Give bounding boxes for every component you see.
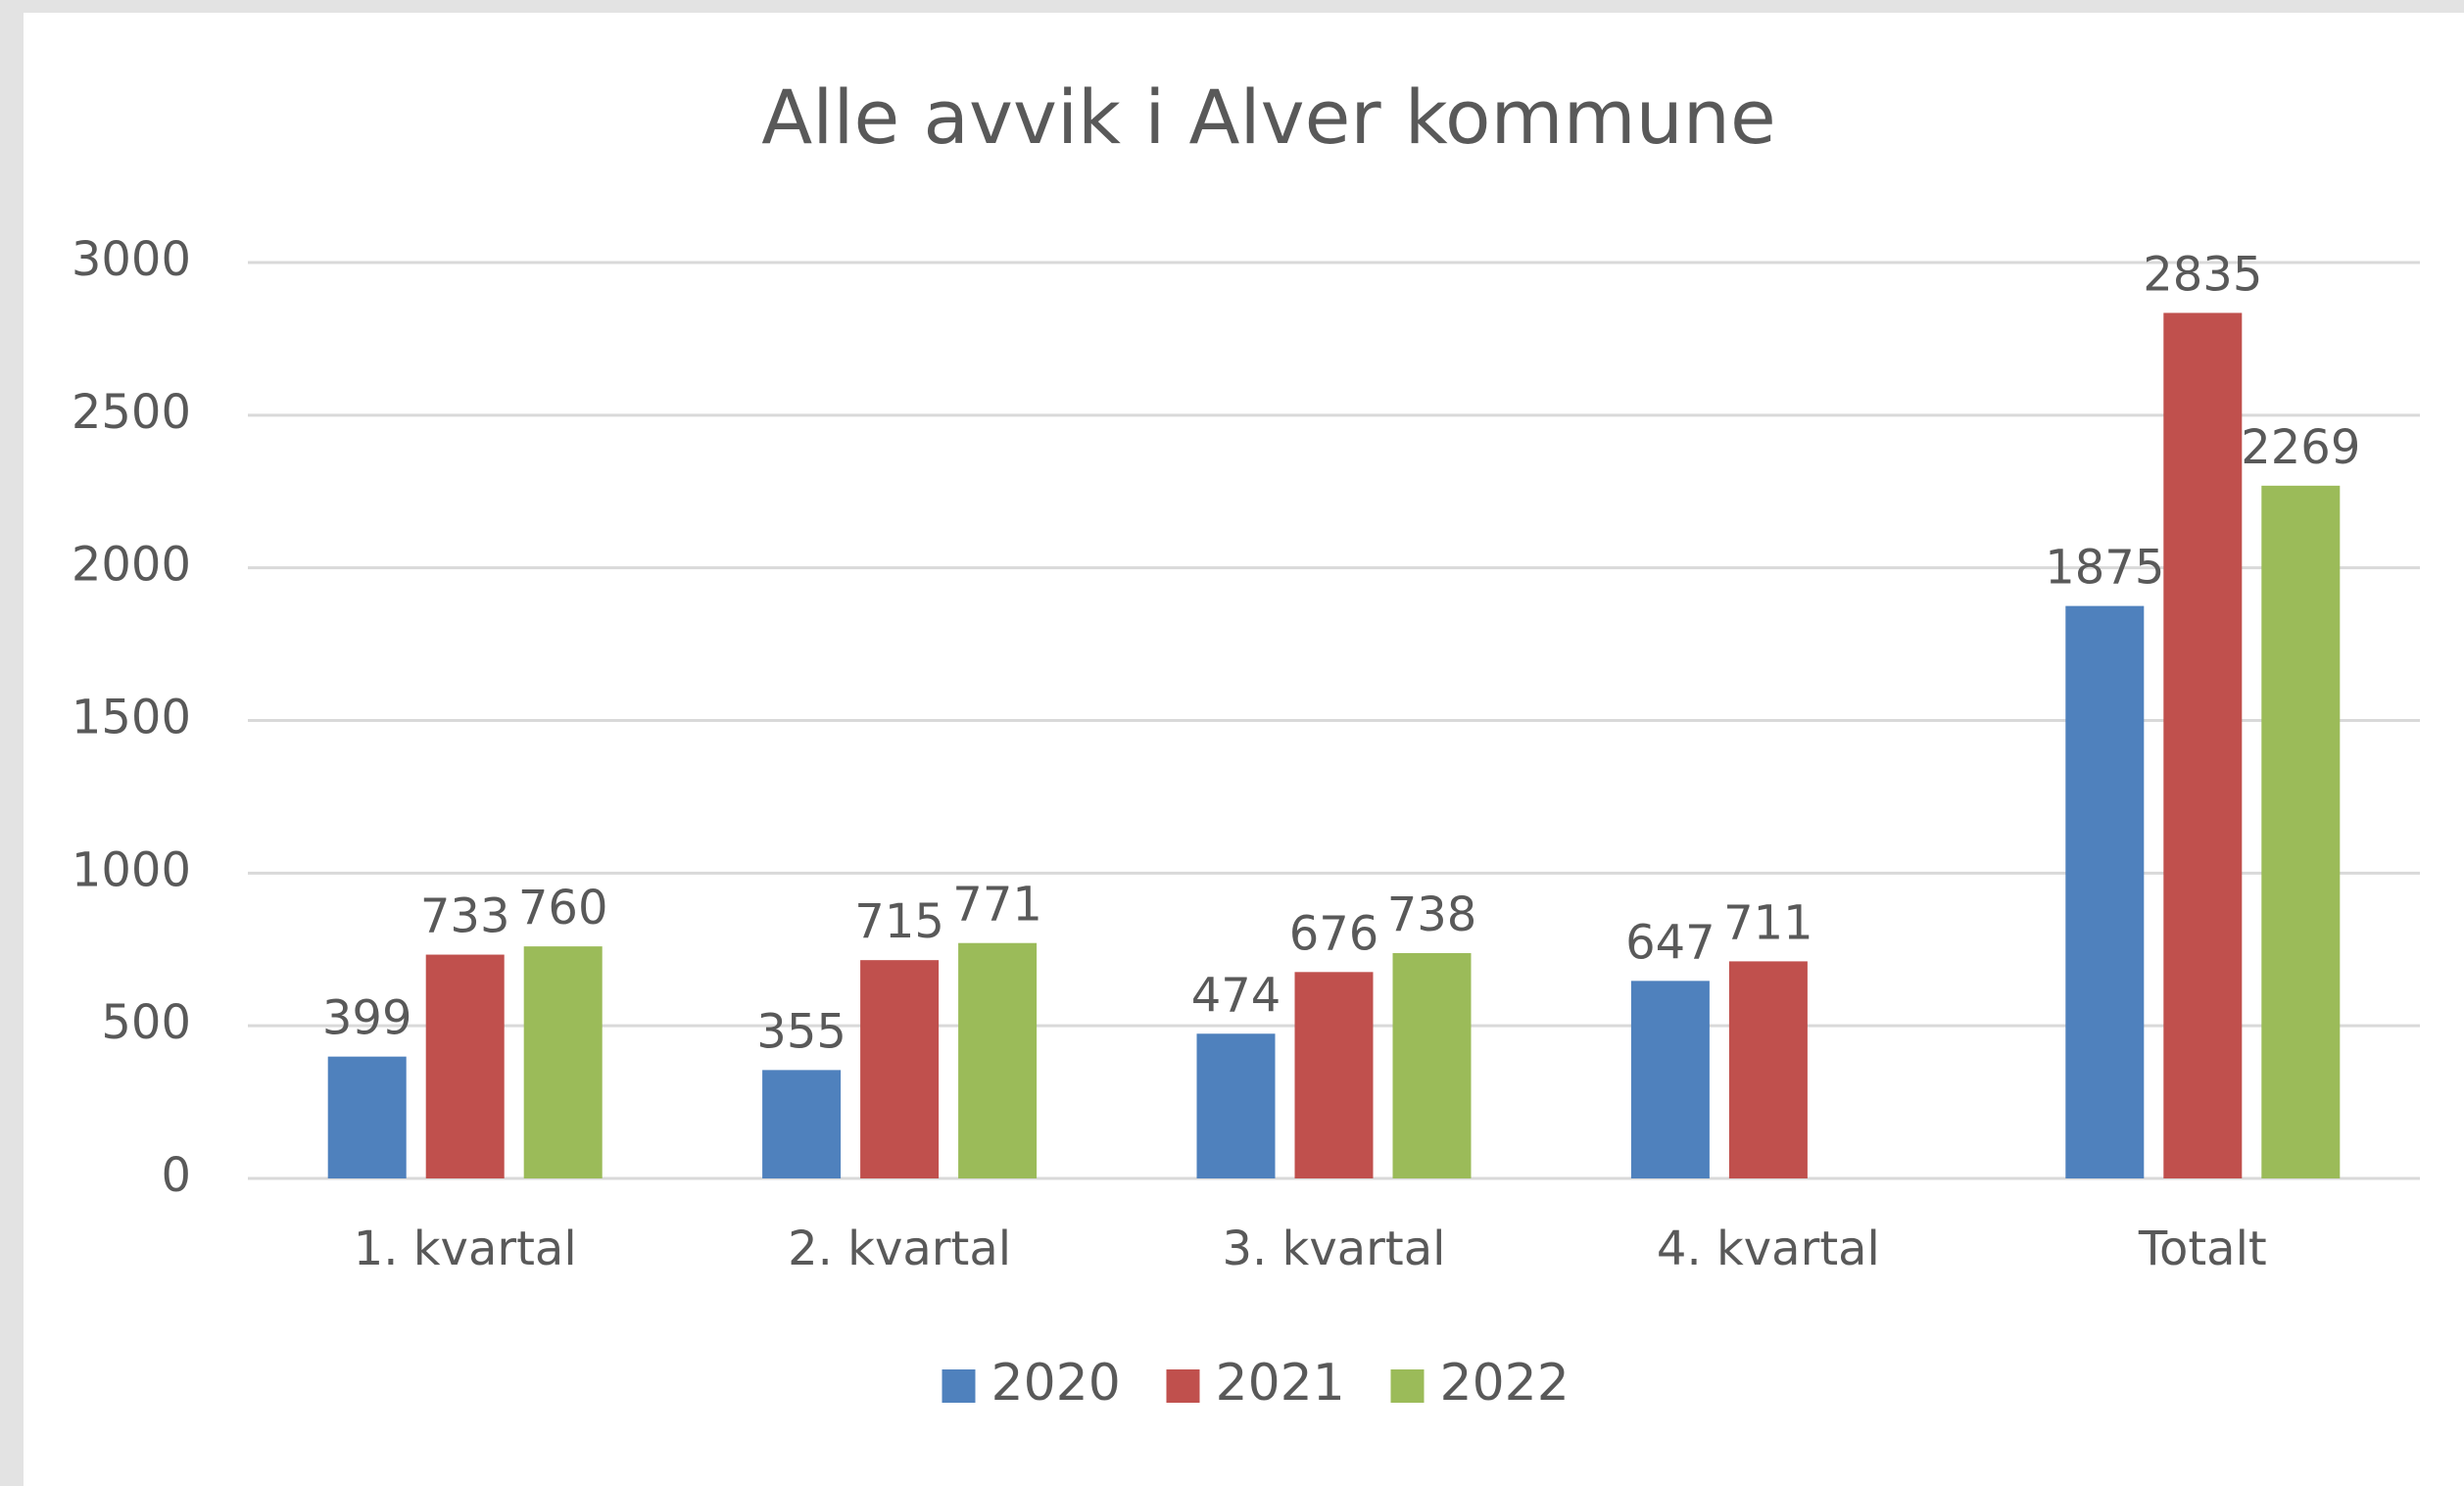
data-label: 676 bbox=[1289, 906, 1379, 961]
data-label: 474 bbox=[1191, 968, 1281, 1023]
y-tick-label: 2000 bbox=[72, 538, 191, 593]
data-label: 733 bbox=[420, 889, 510, 944]
x-tick-label: 3. kvartal bbox=[1223, 1222, 1446, 1276]
bar bbox=[2163, 312, 2243, 1178]
legend-label: 2022 bbox=[1440, 1354, 1570, 1413]
chart-area bbox=[24, 13, 2464, 1486]
bar bbox=[1630, 981, 1710, 1178]
y-tick-label: 3000 bbox=[72, 232, 191, 287]
bar bbox=[327, 1056, 407, 1178]
legend-swatch bbox=[1166, 1369, 1200, 1403]
x-tick-label: Totalt bbox=[2138, 1222, 2267, 1276]
data-label: 711 bbox=[1723, 895, 1813, 950]
chart-title: Alle avvik i Alver kommune bbox=[761, 73, 1775, 161]
bar bbox=[762, 1070, 842, 1178]
bar bbox=[523, 946, 603, 1178]
bar bbox=[860, 960, 940, 1178]
data-label: 771 bbox=[952, 878, 1042, 933]
bar bbox=[425, 954, 505, 1178]
data-label: 760 bbox=[518, 881, 608, 935]
legend-swatch bbox=[942, 1369, 976, 1403]
bar bbox=[1294, 972, 1374, 1178]
bar bbox=[2261, 485, 2341, 1178]
data-label: 355 bbox=[756, 1004, 846, 1059]
y-tick-label: 500 bbox=[101, 995, 191, 1050]
bar bbox=[958, 942, 1038, 1178]
bar bbox=[1196, 1033, 1276, 1178]
data-label: 2269 bbox=[2241, 420, 2360, 475]
legend-swatch bbox=[1390, 1369, 1425, 1403]
bar bbox=[1392, 952, 1472, 1178]
y-tick-label: 0 bbox=[161, 1148, 191, 1203]
y-tick-label: 2500 bbox=[72, 385, 191, 440]
legend-label: 2021 bbox=[1216, 1354, 1345, 1413]
bar bbox=[2065, 605, 2145, 1178]
data-label: 647 bbox=[1625, 915, 1715, 970]
y-tick-label: 1500 bbox=[72, 691, 191, 745]
data-label: 1875 bbox=[2045, 541, 2164, 596]
data-label: 715 bbox=[854, 894, 944, 949]
data-label: 2835 bbox=[2143, 247, 2262, 302]
data-label: 738 bbox=[1387, 887, 1477, 942]
data-label: 399 bbox=[322, 991, 412, 1046]
x-tick-label: 4. kvartal bbox=[1657, 1222, 1880, 1276]
x-tick-label: 2. kvartal bbox=[788, 1222, 1011, 1276]
y-tick-label: 1000 bbox=[72, 842, 191, 897]
bar bbox=[1728, 961, 1808, 1178]
legend-label: 2020 bbox=[991, 1354, 1121, 1413]
x-tick-label: 1. kvartal bbox=[354, 1222, 577, 1276]
